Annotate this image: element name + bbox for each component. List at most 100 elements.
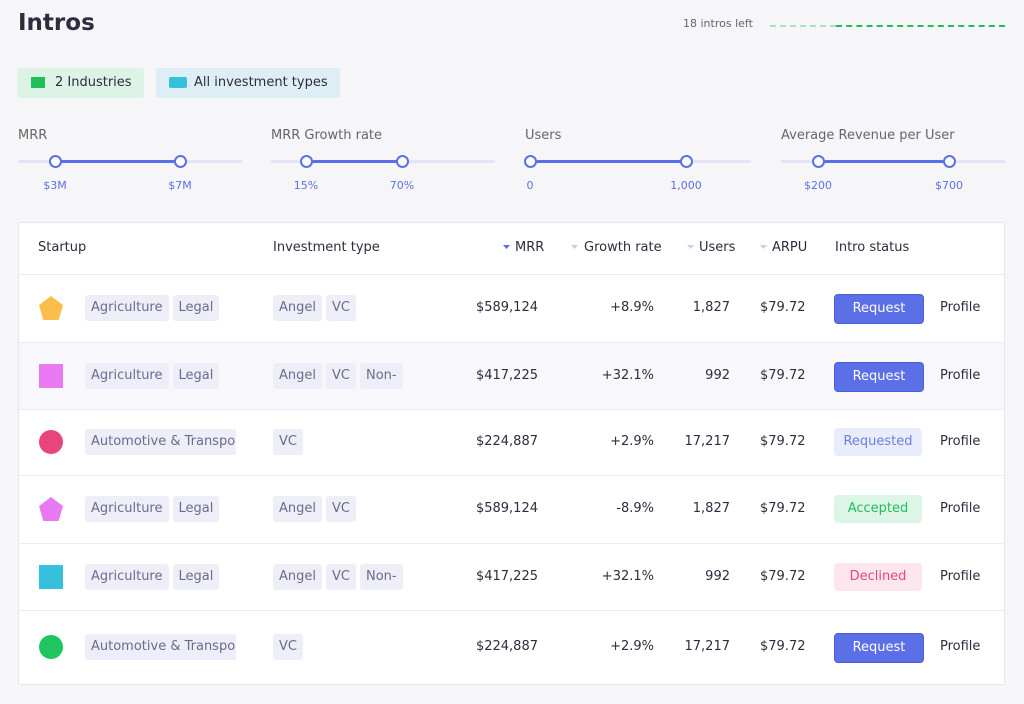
industry-tag: Automotive & Transpor — [85, 633, 236, 660]
slider-min: 15% — [293, 179, 319, 192]
chip-text: All investment types — [194, 75, 328, 90]
mrr: $589,124 — [475, 501, 538, 516]
investment-list: Angel VC Non- — [273, 362, 412, 389]
intro-status[interactable]: Accepted — [834, 495, 922, 523]
column-header: Startup — [38, 240, 87, 255]
industry-icon — [31, 77, 45, 88]
users: 992 — [705, 568, 730, 584]
column-header[interactable]: MRR — [515, 240, 545, 255]
intro-status[interactable]: Declined — [834, 562, 922, 591]
growth-rate: -8.9% — [616, 501, 654, 516]
investment-tag: VC — [273, 633, 303, 660]
startup-icon — [39, 564, 63, 589]
industry-tag: Agriculture — [85, 295, 169, 321]
arpu: $79.72 — [760, 638, 806, 654]
slider-label: Users — [525, 128, 562, 143]
slider-min: 0 — [526, 179, 534, 192]
slider-handle[interactable] — [49, 155, 62, 168]
title: Intros — [18, 10, 95, 36]
users: 17,217 — [684, 638, 731, 654]
mrr: $224,887 — [475, 638, 538, 654]
slider-min: $3M — [43, 179, 67, 192]
profile-link[interactable]: Profile — [940, 501, 981, 516]
arpu: $79.72 — [760, 501, 806, 516]
investment-list: VC — [273, 633, 412, 660]
column-header[interactable]: Growth rate — [584, 240, 662, 255]
tag-list: Agriculture Legal — [85, 563, 236, 590]
mrr: $224,887 — [475, 434, 538, 449]
column-header[interactable]: ARPU — [772, 240, 808, 255]
investment-tag: Angel — [273, 362, 322, 389]
industry-tag: Legal — [172, 496, 220, 522]
column-header: Investment type — [273, 240, 380, 255]
table-row[interactable] — [19, 610, 1004, 684]
intro-status[interactable]: Request — [834, 632, 924, 663]
investment-list: VC — [273, 429, 412, 455]
intro-status[interactable]: Request — [834, 361, 924, 392]
slider-handle[interactable] — [680, 155, 693, 168]
intro-status[interactable]: Request — [834, 294, 924, 324]
slider-handle[interactable] — [174, 155, 187, 168]
arpu: $79.72 — [760, 367, 806, 383]
industry-tag: Legal — [172, 295, 220, 321]
column-header: Intro status — [835, 240, 910, 255]
investment-tag: VC — [326, 563, 356, 590]
mrr: $589,124 — [475, 300, 538, 315]
table-row[interactable] — [19, 475, 1004, 544]
investment-list: Angel VC Non- — [273, 563, 412, 590]
investment-tag: Non- — [359, 362, 403, 389]
table-row[interactable] — [19, 543, 1004, 611]
slider-handle[interactable] — [812, 155, 825, 168]
tag-list: Agriculture Legal — [85, 295, 236, 321]
slider-range — [55, 160, 180, 163]
chip-text: 2 Industries — [55, 75, 132, 90]
slider-min: $200 — [804, 179, 832, 192]
investment-tag: VC — [326, 295, 356, 321]
slider-max: $700 — [935, 179, 963, 192]
profile-link[interactable]: Profile — [940, 568, 981, 584]
slider-max: $7M — [168, 179, 192, 192]
investment-tag: VC — [273, 429, 303, 455]
investment-tag: VC — [326, 496, 356, 522]
profile-link[interactable]: Profile — [940, 638, 981, 654]
users: 17,217 — [684, 434, 731, 449]
progress-used — [770, 25, 836, 27]
industry-tag: Agriculture — [85, 362, 169, 389]
slider-handle[interactable] — [396, 155, 409, 168]
slider-range — [306, 160, 402, 163]
industry-tag: Automotive & Transpor — [85, 429, 236, 455]
investment-list: Angel VC — [273, 496, 412, 522]
column-header[interactable]: Users — [699, 240, 736, 255]
mrr: $417,225 — [475, 568, 538, 584]
arpu: $79.72 — [760, 434, 806, 449]
table-row[interactable] — [19, 274, 1004, 343]
users: 1,827 — [692, 300, 730, 315]
profile-link[interactable]: Profile — [940, 434, 981, 449]
industry-tag: Agriculture — [85, 563, 169, 590]
slider-range — [530, 160, 686, 163]
slider-handle[interactable] — [300, 155, 313, 168]
startup-icon — [39, 430, 63, 454]
industry-tag: Legal — [172, 362, 220, 389]
slider-handle[interactable] — [524, 155, 537, 168]
profile-link[interactable]: Profile — [940, 367, 981, 383]
slider-handle[interactable] — [943, 155, 956, 168]
investment-tag: VC — [326, 362, 356, 389]
slider-label: MRR — [18, 128, 48, 143]
investment-tag: Angel — [273, 295, 322, 321]
profile-link[interactable]: Profile — [940, 300, 981, 315]
tag-list: Automotive & Transpor — [85, 633, 236, 660]
growth-rate: +32.1% — [601, 568, 654, 584]
users: 992 — [705, 367, 730, 383]
intros-left: 18 intros left — [683, 17, 753, 30]
intro-status[interactable]: Requested — [834, 428, 922, 456]
investment-tag: Angel — [273, 496, 322, 522]
table-row[interactable] — [19, 409, 1004, 476]
startup-icon — [39, 634, 63, 659]
investment-list: Angel VC — [273, 295, 412, 321]
tag-list: Agriculture Legal — [85, 496, 236, 522]
industry-tag: Agriculture — [85, 496, 169, 522]
startup-icon — [39, 363, 63, 388]
industry-tag: Legal — [172, 563, 220, 590]
